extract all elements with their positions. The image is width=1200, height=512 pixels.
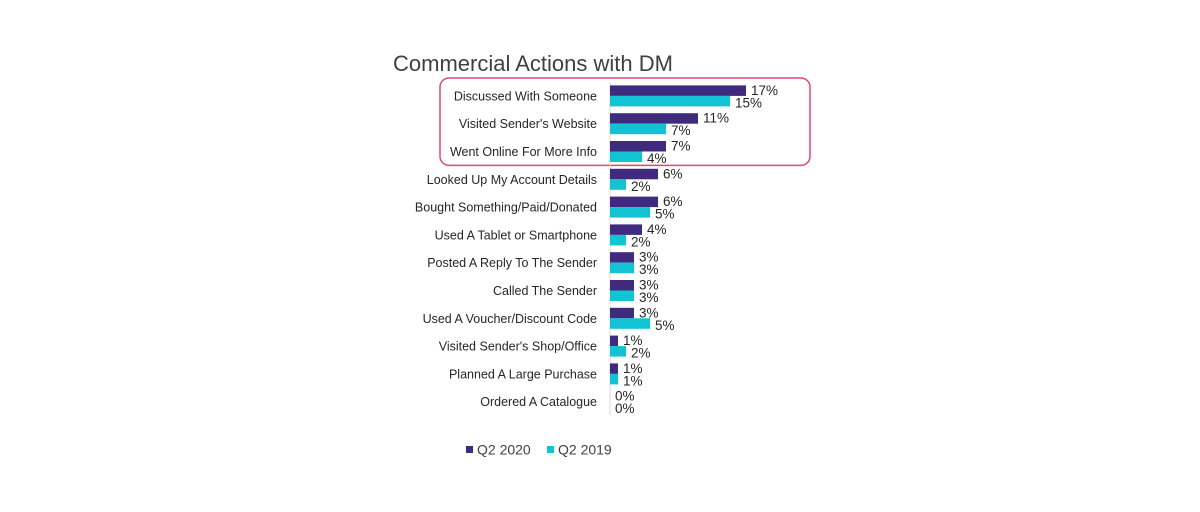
data-label: 5%	[655, 318, 675, 333]
data-label: 0%	[615, 389, 635, 404]
bar-q2-2020	[610, 168, 658, 180]
category-label: Used A Tablet or Smartphone	[435, 228, 597, 242]
legend-swatch	[466, 446, 473, 453]
bar-q2-2020	[610, 85, 746, 96]
bar-q2-2019	[610, 234, 626, 246]
data-label: 2%	[631, 346, 651, 361]
bar-q2-2019	[610, 151, 642, 162]
category-label: Planned A Large Purchase	[449, 367, 597, 381]
bar-q2-2019	[610, 318, 650, 329]
bar-q2-2019	[610, 179, 626, 190]
bar-q2-2019	[610, 95, 730, 107]
category-label: Used A Voucher/Discount Code	[423, 312, 597, 326]
category-label: Discussed With Someone	[454, 89, 597, 103]
data-label: 2%	[631, 179, 651, 194]
data-label: 11%	[703, 111, 729, 126]
bar-q2-2020	[610, 141, 666, 152]
category-labels: Discussed With Someone Visited Sender's W…	[415, 89, 597, 409]
bar-q2-2019	[610, 346, 626, 357]
bar-q2-2020	[610, 252, 634, 263]
bars	[610, 85, 746, 385]
legend-label: Q2 2020	[477, 442, 531, 458]
legend-swatch	[547, 446, 554, 453]
bar-q2-2019	[610, 207, 650, 218]
bar-q2-2020	[610, 335, 618, 347]
data-label: 5%	[655, 207, 675, 222]
category-label: Ordered A Catalogue	[480, 395, 597, 409]
data-labels: 17%15%11%7%7%4%6%2%6%5%4%2%3%3%3%3%3%5%1…	[615, 83, 778, 416]
data-label: 6%	[663, 166, 683, 181]
data-label: 3%	[639, 250, 659, 265]
data-label: 3%	[639, 278, 659, 293]
category-label: Visited Sender's Shop/Office	[439, 340, 597, 354]
highlight-group	[439, 77, 811, 167]
category-label: Bought Something/Paid/Donated	[415, 201, 597, 215]
bar-q2-2019	[610, 290, 634, 301]
category-label: Called The Sender	[493, 284, 597, 298]
data-label: 1%	[623, 361, 643, 376]
bar-q2-2020	[610, 363, 618, 374]
bar-q2-2020	[610, 113, 698, 124]
data-label: 3%	[639, 290, 659, 305]
bar-q2-2020	[610, 307, 634, 319]
data-label: 4%	[647, 222, 667, 237]
category-label: Looked Up My Account Details	[427, 173, 597, 187]
bar-q2-2019	[610, 123, 666, 135]
category-label: Posted A Reply To The Sender	[427, 256, 597, 270]
data-label: 17%	[751, 83, 778, 98]
data-label: 7%	[671, 123, 691, 138]
bar-q2-2020	[610, 196, 658, 208]
legend-label: Q2 2019	[558, 442, 612, 458]
data-label: 4%	[647, 151, 667, 166]
bar-q2-2020	[610, 224, 642, 235]
category-label: Went Online For More Info	[450, 145, 597, 159]
data-label: 6%	[663, 194, 683, 209]
chart-title: Commercial Actions with DM	[393, 51, 673, 76]
highlight-box	[439, 77, 811, 167]
data-label: 0%	[615, 401, 635, 416]
data-label: 3%	[639, 262, 659, 277]
category-label: Visited Sender's Website	[459, 117, 597, 131]
bar-q2-2020	[610, 280, 634, 291]
data-label: 1%	[623, 333, 643, 348]
legend: Q2 2020 Q2 2019	[466, 442, 612, 458]
data-label: 1%	[623, 373, 643, 388]
bar-q2-2019	[610, 373, 618, 385]
data-label: 3%	[639, 305, 659, 320]
data-label: 15%	[735, 95, 762, 110]
data-label: 7%	[671, 139, 691, 154]
data-label: 2%	[631, 234, 651, 249]
bar-q2-2019	[610, 262, 634, 274]
